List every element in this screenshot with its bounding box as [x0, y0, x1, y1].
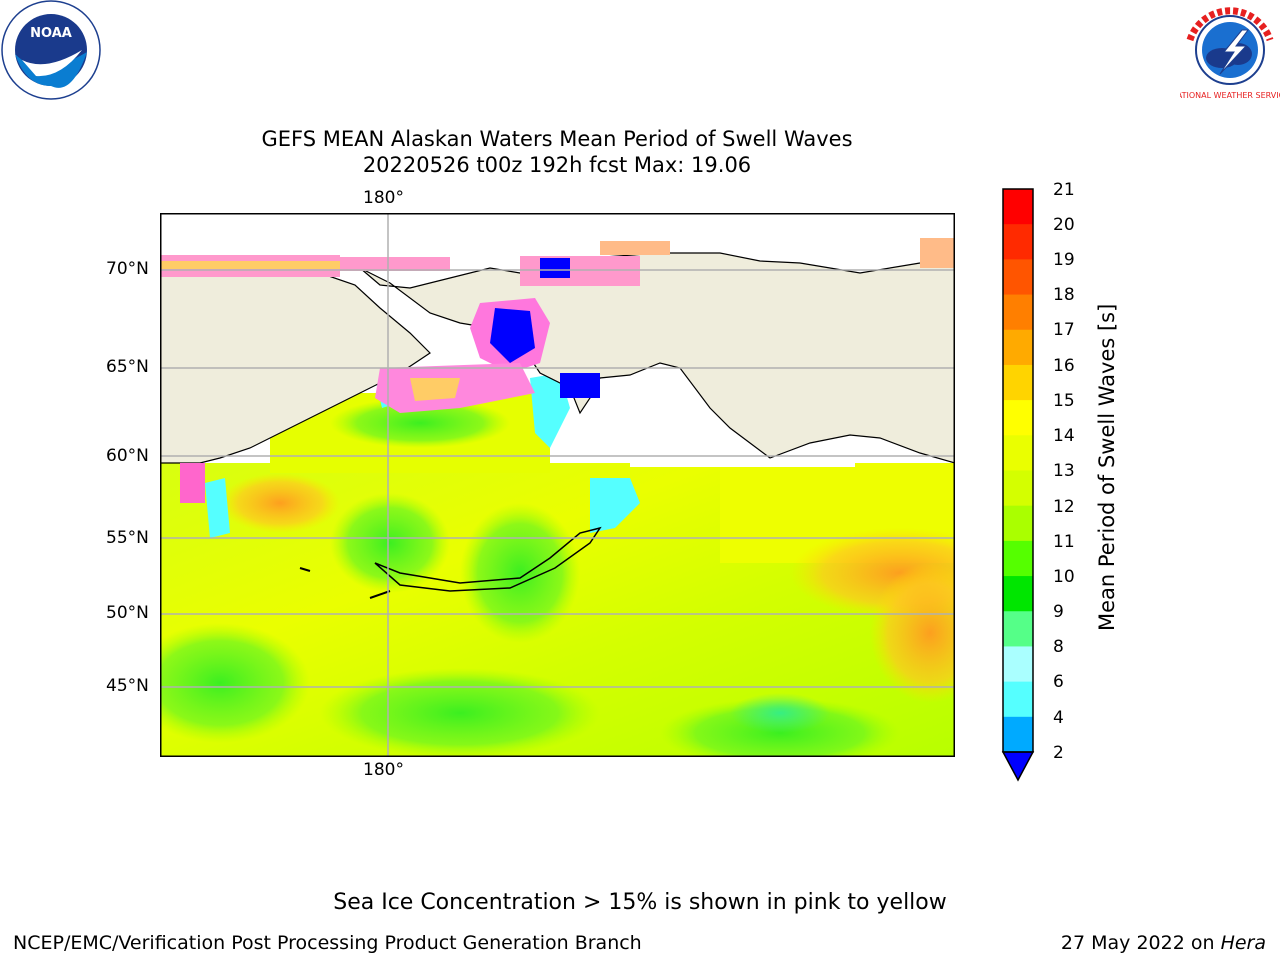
colorbar-tick-17: 17	[1053, 320, 1075, 340]
lat-label-70n: 70°N	[106, 259, 149, 279]
colorbar-tick-18: 18	[1053, 285, 1075, 305]
map-frame	[160, 213, 955, 757]
colorbar-segment	[1003, 435, 1033, 471]
colorbar-tick-16: 16	[1053, 356, 1075, 376]
colorbar-segment	[1003, 364, 1033, 401]
colorbar-segment	[1003, 681, 1033, 718]
colorbar-label: Mean Period of Swell Waves [s]	[1095, 303, 1119, 631]
colorbar-tick-13: 13	[1053, 461, 1075, 481]
colorbar-segment	[1003, 259, 1033, 296]
colorbar-tick-19: 19	[1053, 250, 1075, 270]
lat-label-65n: 65°N	[106, 357, 149, 377]
colorbar-tick-4: 4	[1053, 708, 1064, 728]
title-line-2: 20220526 t00z 192h fcst Max: 19.06	[362, 153, 752, 177]
nws-logo: NATIONAL WEATHER SERVICE	[1180, 2, 1280, 100]
lat-label-60n: 60°N	[106, 446, 149, 466]
colorbar-tick-10: 10	[1053, 567, 1075, 587]
colorbar-segment	[1003, 329, 1033, 366]
colorbar-tick-8: 8	[1053, 637, 1064, 657]
colorbar-extend-arrow	[1001, 751, 1035, 782]
colorbar-tick-6: 6	[1053, 672, 1064, 692]
noaa-logo: NOAA	[1, 0, 101, 100]
nws-logo-text: NATIONAL WEATHER SERVICE	[1180, 91, 1280, 100]
footer-machine: Hera	[1220, 932, 1266, 954]
colorbar-segment	[1003, 646, 1033, 683]
colorbar-tick-11: 11	[1053, 532, 1075, 552]
colorbar-tick-2: 2	[1053, 743, 1064, 763]
colorbar-segment	[1003, 611, 1033, 647]
title-line-1: GEFS MEAN Alaskan Waters Mean Period of …	[261, 127, 853, 151]
colorbar-tick-9: 9	[1053, 602, 1064, 622]
colorbar	[1001, 188, 1035, 782]
colorbar-tick-21: 21	[1053, 180, 1075, 200]
colorbar-segment	[1003, 576, 1033, 612]
colorbar-segment	[1003, 470, 1033, 507]
colorbar-segment	[1003, 294, 1033, 331]
swell-period-map	[160, 213, 955, 757]
lat-label-55n: 55°N	[106, 528, 149, 548]
colorbar-tick-15: 15	[1053, 391, 1075, 411]
colorbar-segment	[1003, 189, 1033, 225]
colorbar-frame	[1002, 188, 1034, 753]
map-gridlines	[160, 213, 955, 757]
colorbar-tick-20: 20	[1053, 215, 1075, 235]
colorbar-segment	[1003, 400, 1033, 436]
colorbar-segment	[1003, 716, 1033, 753]
lon-label-bottom: 180°	[363, 760, 404, 780]
noaa-logo-text: NOAA	[30, 26, 72, 41]
lon-label-top: 180°	[363, 188, 404, 208]
colorbar-tick-14: 14	[1053, 426, 1075, 446]
footer-date-text: 27 May 2022 on	[1060, 932, 1221, 954]
colorbar-tick-12: 12	[1053, 497, 1075, 517]
sea-ice-caption: Sea Ice Concentration > 15% is shown in …	[333, 890, 947, 915]
lat-label-45n: 45°N	[106, 676, 149, 696]
lat-label-50n: 50°N	[106, 603, 149, 623]
colorbar-segment	[1003, 224, 1033, 260]
sea-ice-blue	[490, 308, 535, 363]
footer-date: 27 May 2022 on Hera	[1061, 932, 1266, 954]
colorbar-segment	[1003, 540, 1033, 577]
footer-branch: NCEP/EMC/Verification Post Processing Pr…	[13, 932, 642, 954]
colorbar-segment	[1003, 505, 1033, 542]
